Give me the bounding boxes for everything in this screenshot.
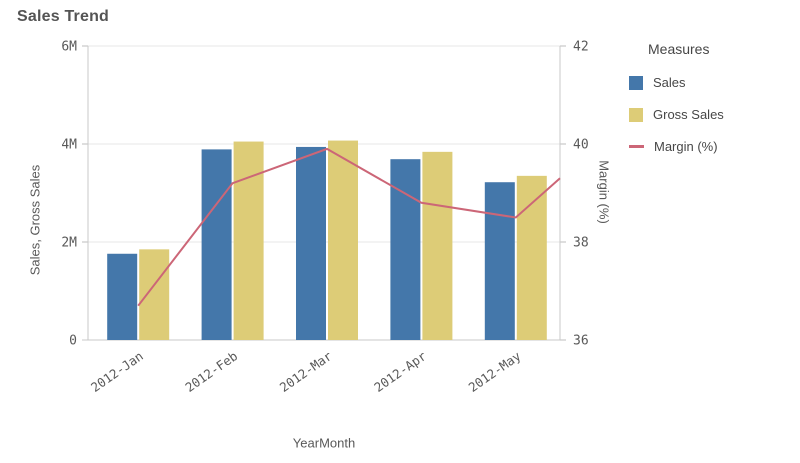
left-axis-title: Sales, Gross Sales	[27, 164, 43, 276]
left-axis-tick-label: 2M	[61, 236, 77, 251]
left-axis-tick-label: 4M	[61, 138, 77, 153]
x-tick-label: 2012-Feb	[182, 348, 240, 395]
x-tick-label: 2012-Jan	[88, 348, 146, 395]
legend-item-sales[interactable]: Sales	[629, 75, 794, 90]
legend-title: Measures	[648, 41, 710, 57]
margin-line-swatch-icon	[629, 145, 644, 148]
right-axis-title: Margin (%)	[596, 160, 612, 224]
bar-gross-sales-2012-Apr[interactable]	[422, 151, 453, 340]
bar-gross-sales-2012-Jan[interactable]	[139, 249, 170, 340]
sales-swatch-icon	[629, 75, 643, 90]
bar-gross-sales-2012-May[interactable]	[516, 175, 547, 340]
right-axis-tick-label: 42	[573, 40, 589, 55]
right-axis-tick-label: 38	[573, 236, 589, 251]
right-axis-tick-label: 40	[573, 138, 589, 153]
x-tick-label: 2012-May	[466, 348, 524, 395]
legend-item-label: Gross Sales	[653, 107, 724, 122]
right-axis-tick-label: 36	[573, 334, 589, 349]
left-axis-tick-label: 0	[69, 334, 77, 349]
x-axis-title: YearMonth	[292, 435, 356, 451]
x-tick-label: 2012-Apr	[371, 348, 429, 395]
legend-item-gross-sales[interactable]: Gross Sales	[629, 107, 794, 122]
left-axis-tick-label: 6M	[61, 40, 77, 55]
bar-gross-sales-2012-Feb[interactable]	[233, 141, 264, 340]
legend: Measures Sales Gross Sales Margin (%)	[629, 40, 794, 154]
bar-sales-2012-May[interactable]	[484, 182, 515, 340]
chart-title: Sales Trend	[17, 8, 110, 25]
x-tick-label: 2012-Mar	[277, 348, 335, 395]
legend-item-margin[interactable]: Margin (%)	[629, 139, 794, 154]
margin-line[interactable]	[137, 147, 561, 307]
bar-sales-2012-Jan[interactable]	[107, 253, 138, 340]
bar-gross-sales-2012-Mar[interactable]	[328, 140, 358, 340]
bar-sales-2012-Mar[interactable]	[296, 146, 326, 340]
bar-sales-2012-Feb[interactable]	[201, 149, 232, 340]
legend-item-label: Margin (%)	[654, 139, 718, 154]
bar-sales-2012-Apr[interactable]	[390, 159, 421, 340]
legend-item-label: Sales	[653, 75, 686, 90]
gross-sales-swatch-icon	[629, 107, 643, 122]
